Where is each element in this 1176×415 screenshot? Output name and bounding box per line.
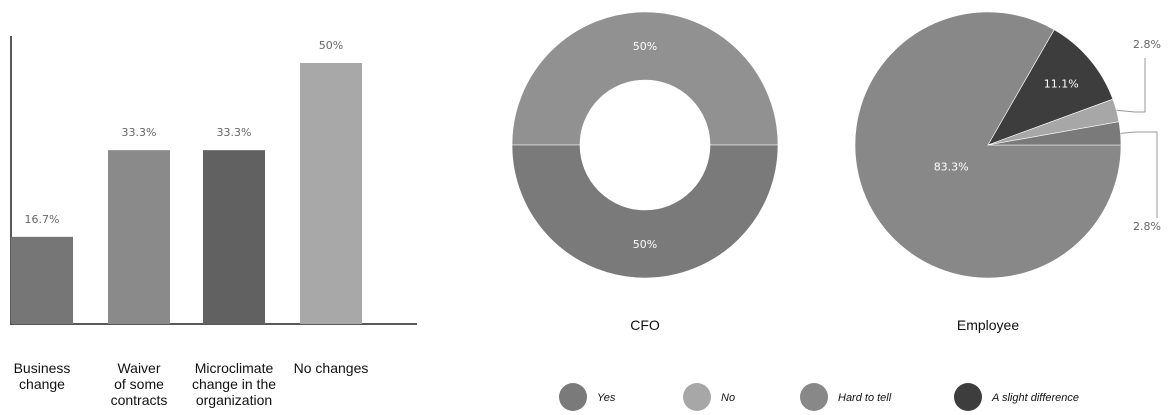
category-label: change in the (192, 376, 276, 392)
cfo-donut-chart: 50% 50% CFO (511, 11, 779, 333)
category-label: change (19, 376, 65, 392)
category-label: Microclimate (195, 360, 274, 376)
bar-value-label: 33.3% (122, 126, 157, 139)
chart-title: CFO (630, 317, 660, 333)
category-label: contracts (111, 392, 168, 408)
bar-value-label: 16.7% (25, 213, 60, 226)
category-label: Waiver (117, 360, 160, 376)
bar-value-label: 50% (319, 39, 343, 52)
pie-slice (987, 29, 1114, 146)
leader-line (1120, 131, 1158, 218)
legend-label: Hard to tell (838, 392, 892, 404)
legend-swatch (683, 383, 711, 411)
category-label: of some (114, 376, 164, 392)
donut-slice (511, 144, 779, 279)
category-label: No changes (294, 360, 369, 376)
slice-outside-label: 2.8% (1133, 38, 1161, 51)
employee-pie-chart: 83.3% 11.1% 2.8% 2.8% Employee (854, 11, 1161, 333)
bar (300, 63, 362, 324)
legend-label: A slight difference (991, 392, 1079, 404)
donut-slice (511, 11, 779, 146)
legend-swatch (559, 383, 587, 411)
bar-value-label: 33.3% (217, 126, 252, 139)
leader-line (1116, 58, 1146, 113)
slice-label: 50% (633, 40, 657, 53)
bar (108, 150, 170, 324)
legend-label: Yes (597, 392, 616, 404)
category-label: Business (14, 360, 71, 376)
legend-swatch (800, 383, 828, 411)
slice-label: 11.1% (1044, 77, 1079, 90)
slice-label: 83.3% (934, 160, 969, 173)
category-label: organization (196, 392, 272, 408)
slice-outside-label: 2.8% (1133, 220, 1161, 233)
legend-swatch (954, 383, 982, 411)
chart-title: Employee (957, 317, 1019, 333)
chart-legend: Yes No Hard to tell A slight difference (559, 383, 1079, 411)
slice-label: 50% (633, 238, 657, 251)
bar (11, 236, 73, 324)
bar (203, 150, 265, 324)
legend-label: No (721, 392, 735, 404)
